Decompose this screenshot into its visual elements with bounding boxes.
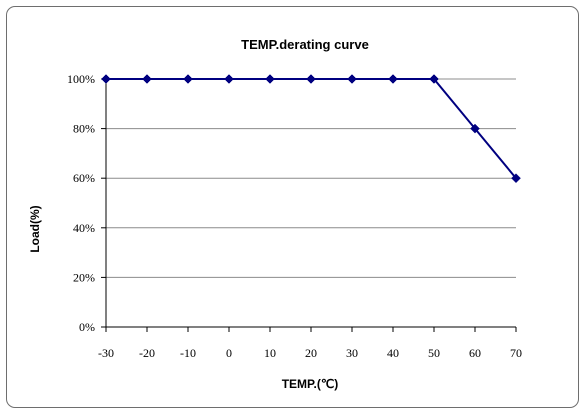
x-tick-label-4: 10 <box>264 346 276 360</box>
data-point-0-3 <box>224 74 234 84</box>
data-point-0-4 <box>265 74 275 84</box>
data-point-0-6 <box>347 74 357 84</box>
x-tick-label-2: -10 <box>180 346 196 360</box>
x-axis-label: TEMP.(℃) <box>282 377 339 391</box>
x-tick-label-8: 50 <box>428 346 440 360</box>
y-tick-label-4: 80% <box>73 122 95 136</box>
y-tick-label-0: 0% <box>79 320 95 334</box>
x-tick-label-10: 70 <box>510 346 522 360</box>
chart-title: TEMP.derating curve <box>241 37 369 52</box>
axes <box>101 78 517 332</box>
series-group <box>101 74 521 184</box>
x-tick-label-5: 20 <box>305 346 317 360</box>
data-point-0-0 <box>101 74 111 84</box>
data-point-0-9 <box>470 123 480 134</box>
data-point-0-8 <box>429 74 439 84</box>
data-point-0-5 <box>306 74 316 84</box>
y-tick-label-2: 40% <box>73 221 95 235</box>
data-point-0-2 <box>183 74 193 84</box>
x-tick-label-0: -30 <box>98 346 114 360</box>
data-point-0-10 <box>511 173 521 184</box>
grid-lines <box>106 78 516 278</box>
y-tick-label-1: 20% <box>73 270 95 284</box>
x-tick-label-7: 40 <box>387 346 399 360</box>
x-tick-label-9: 60 <box>469 346 481 360</box>
x-tick-label-1: -20 <box>139 346 155 360</box>
y-tick-label-3: 60% <box>73 171 95 185</box>
data-point-0-1 <box>142 74 152 84</box>
y-tick-label-5: 100% <box>67 72 95 86</box>
y-tick-labels: 0% 20% 40% 60% 80% 100% <box>67 72 95 334</box>
chart-frame <box>6 6 579 408</box>
data-point-0-7 <box>388 74 398 84</box>
x-tick-label-3: 0 <box>226 346 232 360</box>
x-tick-label-6: 30 <box>346 346 358 360</box>
y-axis-label: Load(%) <box>28 205 42 252</box>
x-tick-labels: -30 -20 -10 0 10 20 30 40 50 60 70 <box>98 346 522 360</box>
